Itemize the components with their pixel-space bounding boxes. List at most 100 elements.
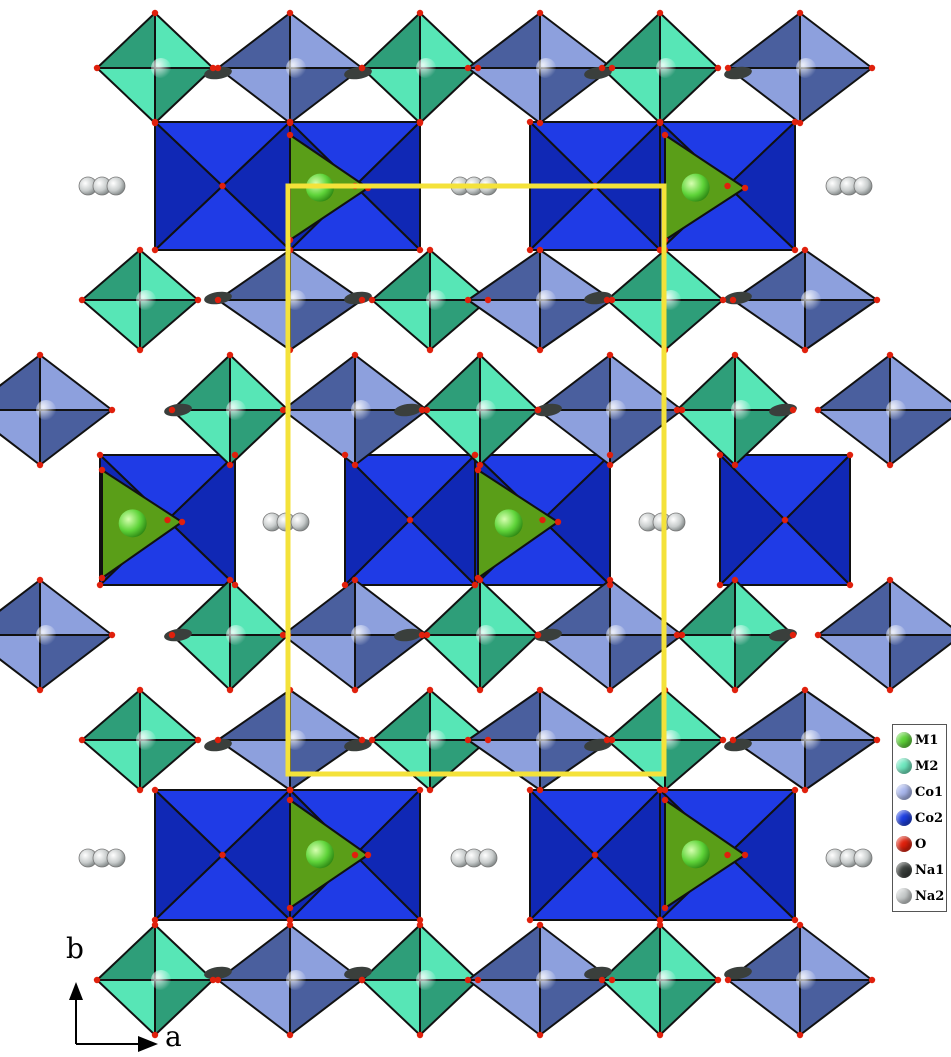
o-atom	[539, 516, 546, 524]
na2-atom	[290, 512, 310, 532]
co1-atom	[796, 970, 816, 990]
o-atom	[416, 119, 424, 127]
o-atom	[194, 736, 202, 744]
o-atom	[226, 576, 234, 584]
m1-atom	[118, 509, 147, 538]
m2-polyhedron	[81, 689, 141, 741]
o-atom	[351, 851, 359, 859]
o-atom	[673, 406, 681, 414]
na1-atom	[164, 403, 192, 417]
o-atom	[886, 576, 894, 584]
o-atom	[341, 451, 349, 459]
o-atom	[98, 574, 106, 582]
m2-polyhedron	[676, 409, 736, 466]
o-atom	[536, 246, 544, 254]
m2-atom	[426, 730, 446, 750]
o-atom	[474, 64, 482, 72]
co1-atom	[286, 730, 306, 750]
o-atom	[724, 64, 732, 72]
o-atom	[719, 296, 727, 304]
o-atom	[719, 736, 727, 744]
m2-atom	[656, 58, 676, 78]
na1-atom	[724, 966, 752, 980]
o-atom	[661, 796, 669, 804]
o-atom	[534, 406, 542, 414]
o-atom	[358, 64, 366, 72]
m2-atom	[151, 58, 171, 78]
o-atom	[168, 631, 176, 639]
na1-atom	[344, 966, 372, 980]
o-atom	[476, 351, 484, 359]
legend-label: Co2	[915, 810, 944, 826]
na1-atom	[724, 66, 752, 80]
co1-atom	[286, 290, 306, 310]
co1-polyhedron	[732, 299, 806, 351]
o-atom	[484, 736, 492, 744]
na2-atom	[853, 848, 873, 868]
o-atom	[368, 736, 376, 744]
o-atom	[606, 351, 614, 359]
m2-polyhedron	[676, 634, 736, 691]
co1-polyhedron	[817, 354, 891, 411]
o-atom	[416, 246, 424, 254]
co1-polyhedron	[537, 579, 611, 636]
na1-atom	[394, 628, 422, 642]
m1-atom	[306, 840, 334, 869]
o-atom	[416, 786, 424, 794]
m2-polyhedron	[371, 299, 431, 351]
o-atom	[209, 64, 217, 72]
o-atom	[591, 851, 599, 859]
m2-polyhedron	[96, 979, 156, 1036]
o-atom	[426, 346, 434, 354]
o-atom	[168, 406, 176, 414]
m2-atom	[731, 400, 751, 420]
o-atom	[731, 461, 739, 469]
m2-atom	[476, 625, 496, 645]
o-atom	[286, 796, 294, 804]
o-atom	[536, 9, 544, 17]
na1-atom	[344, 66, 372, 80]
o-atom	[286, 1031, 294, 1039]
o-atom	[873, 296, 881, 304]
m2-polyhedron	[171, 354, 231, 411]
co1-polyhedron	[467, 739, 541, 791]
co1-polyhedron	[467, 299, 541, 351]
o-atom	[603, 736, 611, 744]
na1-atom	[534, 403, 562, 417]
co1-atom	[801, 730, 821, 750]
m2-atom	[416, 970, 436, 990]
co1-polyhedron	[467, 249, 541, 301]
m2-polyhedron	[81, 249, 141, 301]
m2-atom	[476, 400, 496, 420]
m2-swatch-icon	[896, 758, 912, 774]
m1-atom	[494, 509, 523, 538]
o-atom	[868, 976, 876, 984]
na1-atom	[584, 66, 612, 80]
o-atom	[351, 576, 359, 584]
co1-atom	[796, 58, 816, 78]
m2-polyhedron	[96, 924, 156, 981]
co2-swatch-icon	[896, 810, 912, 826]
o-atom	[846, 451, 854, 459]
legend: M1 M2 Co1 Co2 O Na1 Na2	[892, 724, 947, 912]
m2-polyhedron	[81, 299, 141, 351]
m2-polyhedron	[601, 67, 661, 124]
o-atom	[886, 351, 894, 359]
co1-atom	[36, 400, 56, 420]
o-atom	[536, 119, 544, 127]
legend-label: Na1	[915, 862, 945, 878]
o-atom	[796, 921, 804, 929]
o-atom	[36, 576, 44, 584]
m2-polyhedron	[421, 579, 481, 636]
o-atom	[731, 576, 739, 584]
co1-polyhedron	[0, 409, 41, 466]
o-atom	[796, 1031, 804, 1039]
o-atom	[426, 686, 434, 694]
o-atom	[426, 246, 434, 254]
o-atom	[729, 736, 737, 744]
b-axis-label: b	[66, 932, 84, 965]
na1-atom	[344, 738, 372, 752]
axes-indicator	[69, 982, 158, 1052]
o-atom	[464, 296, 472, 304]
o-atom	[226, 461, 234, 469]
